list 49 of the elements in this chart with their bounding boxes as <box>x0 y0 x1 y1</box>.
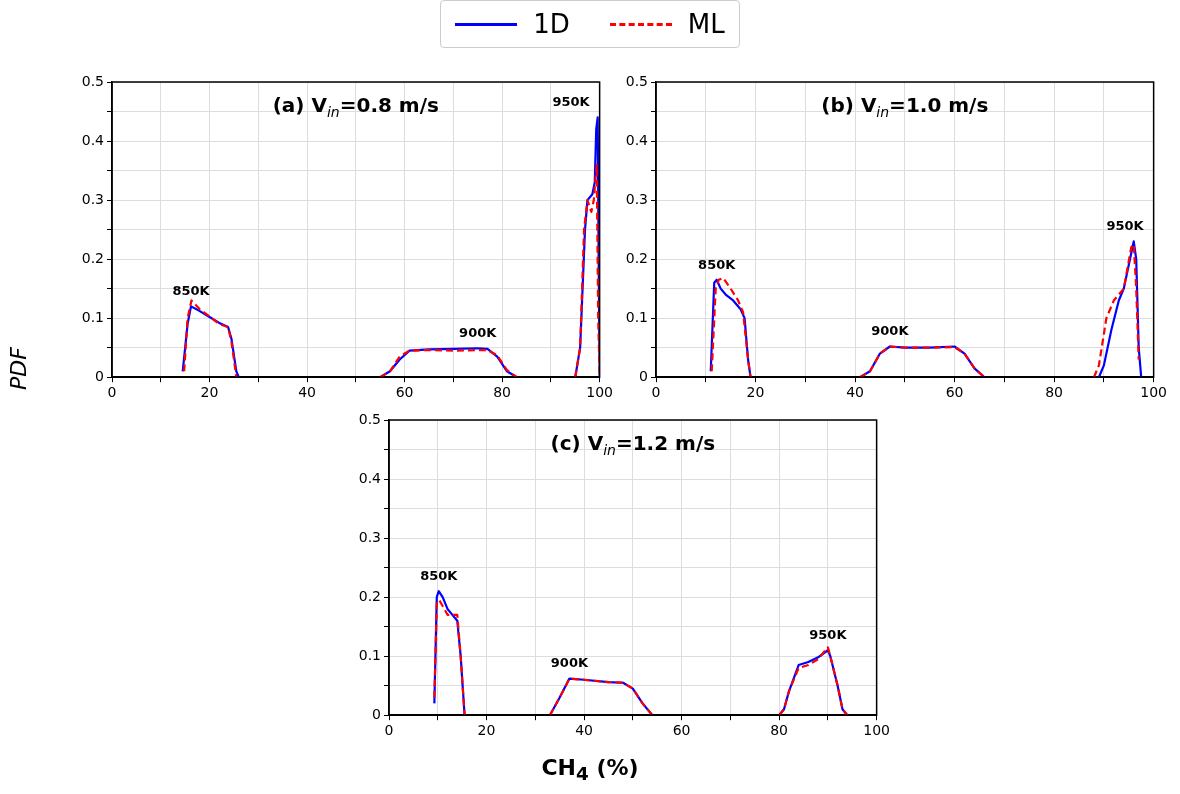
x-tick-label: 80 <box>493 384 512 401</box>
legend-label: 1D <box>533 9 570 39</box>
y-axis-title: PDF <box>6 347 31 390</box>
x-tick-label: 40 <box>298 384 316 401</box>
y-tick-label: 0.5 <box>81 72 104 89</box>
y-tick-label: 0.3 <box>358 528 381 545</box>
y-tick-label: 0 <box>95 367 104 384</box>
y-tick-label: 0 <box>639 367 648 384</box>
x-axis-title: CH$_{4}$ (%) <box>540 755 640 785</box>
annotation: 950K <box>809 627 848 643</box>
legend-label: ML <box>687 9 725 39</box>
annotation: 900K <box>550 655 589 671</box>
annotation: 850K <box>420 568 459 584</box>
x-tick-label: 60 <box>395 384 414 401</box>
x-tick-label: 0 <box>651 384 661 401</box>
x-tick-label: 40 <box>846 384 864 401</box>
x-tick-label: 80 <box>1045 384 1064 401</box>
y-tick-label: 0.2 <box>625 249 648 266</box>
y-tick-label: 0.5 <box>358 410 381 427</box>
y-tick-label: 0 <box>372 705 381 722</box>
x-tick-label: 100 <box>863 722 891 739</box>
y-tick-label: 0.3 <box>81 190 104 207</box>
x-tick-label: 60 <box>945 384 964 401</box>
y-tick-label: 0.5 <box>625 72 648 89</box>
y-tick-label: 0.1 <box>625 308 648 325</box>
x-tick-label: 80 <box>770 722 789 739</box>
annotation: 900K <box>871 323 910 339</box>
x-tick-label: 0 <box>107 384 117 401</box>
annotation: 950K <box>1106 218 1145 234</box>
x-tick-label: 100 <box>586 384 614 401</box>
y-tick-label: 0.2 <box>358 587 381 604</box>
x-tick-label: 0 <box>384 722 394 739</box>
x-tick-label: 20 <box>746 384 765 401</box>
x-tick-label: 100 <box>1140 384 1168 401</box>
y-tick-label: 0.4 <box>81 131 105 148</box>
x-tick-label: 20 <box>477 722 496 739</box>
annotation: 850K <box>698 256 737 272</box>
y-tick-label: 0.4 <box>625 131 649 148</box>
y-tick-label: 0.1 <box>81 308 104 325</box>
x-tick-label: 40 <box>575 722 593 739</box>
annotation: 850K <box>172 283 211 299</box>
y-tick-label: 0.3 <box>625 190 648 207</box>
x-tick-label: 20 <box>200 384 219 401</box>
y-tick-label: 0.2 <box>81 249 104 266</box>
y-tick-label: 0.1 <box>358 646 381 663</box>
y-tick-label: 0.4 <box>358 469 382 486</box>
annotation: 900K <box>459 325 498 341</box>
annotation: 950K <box>552 94 591 110</box>
x-tick-label: 60 <box>672 722 691 739</box>
